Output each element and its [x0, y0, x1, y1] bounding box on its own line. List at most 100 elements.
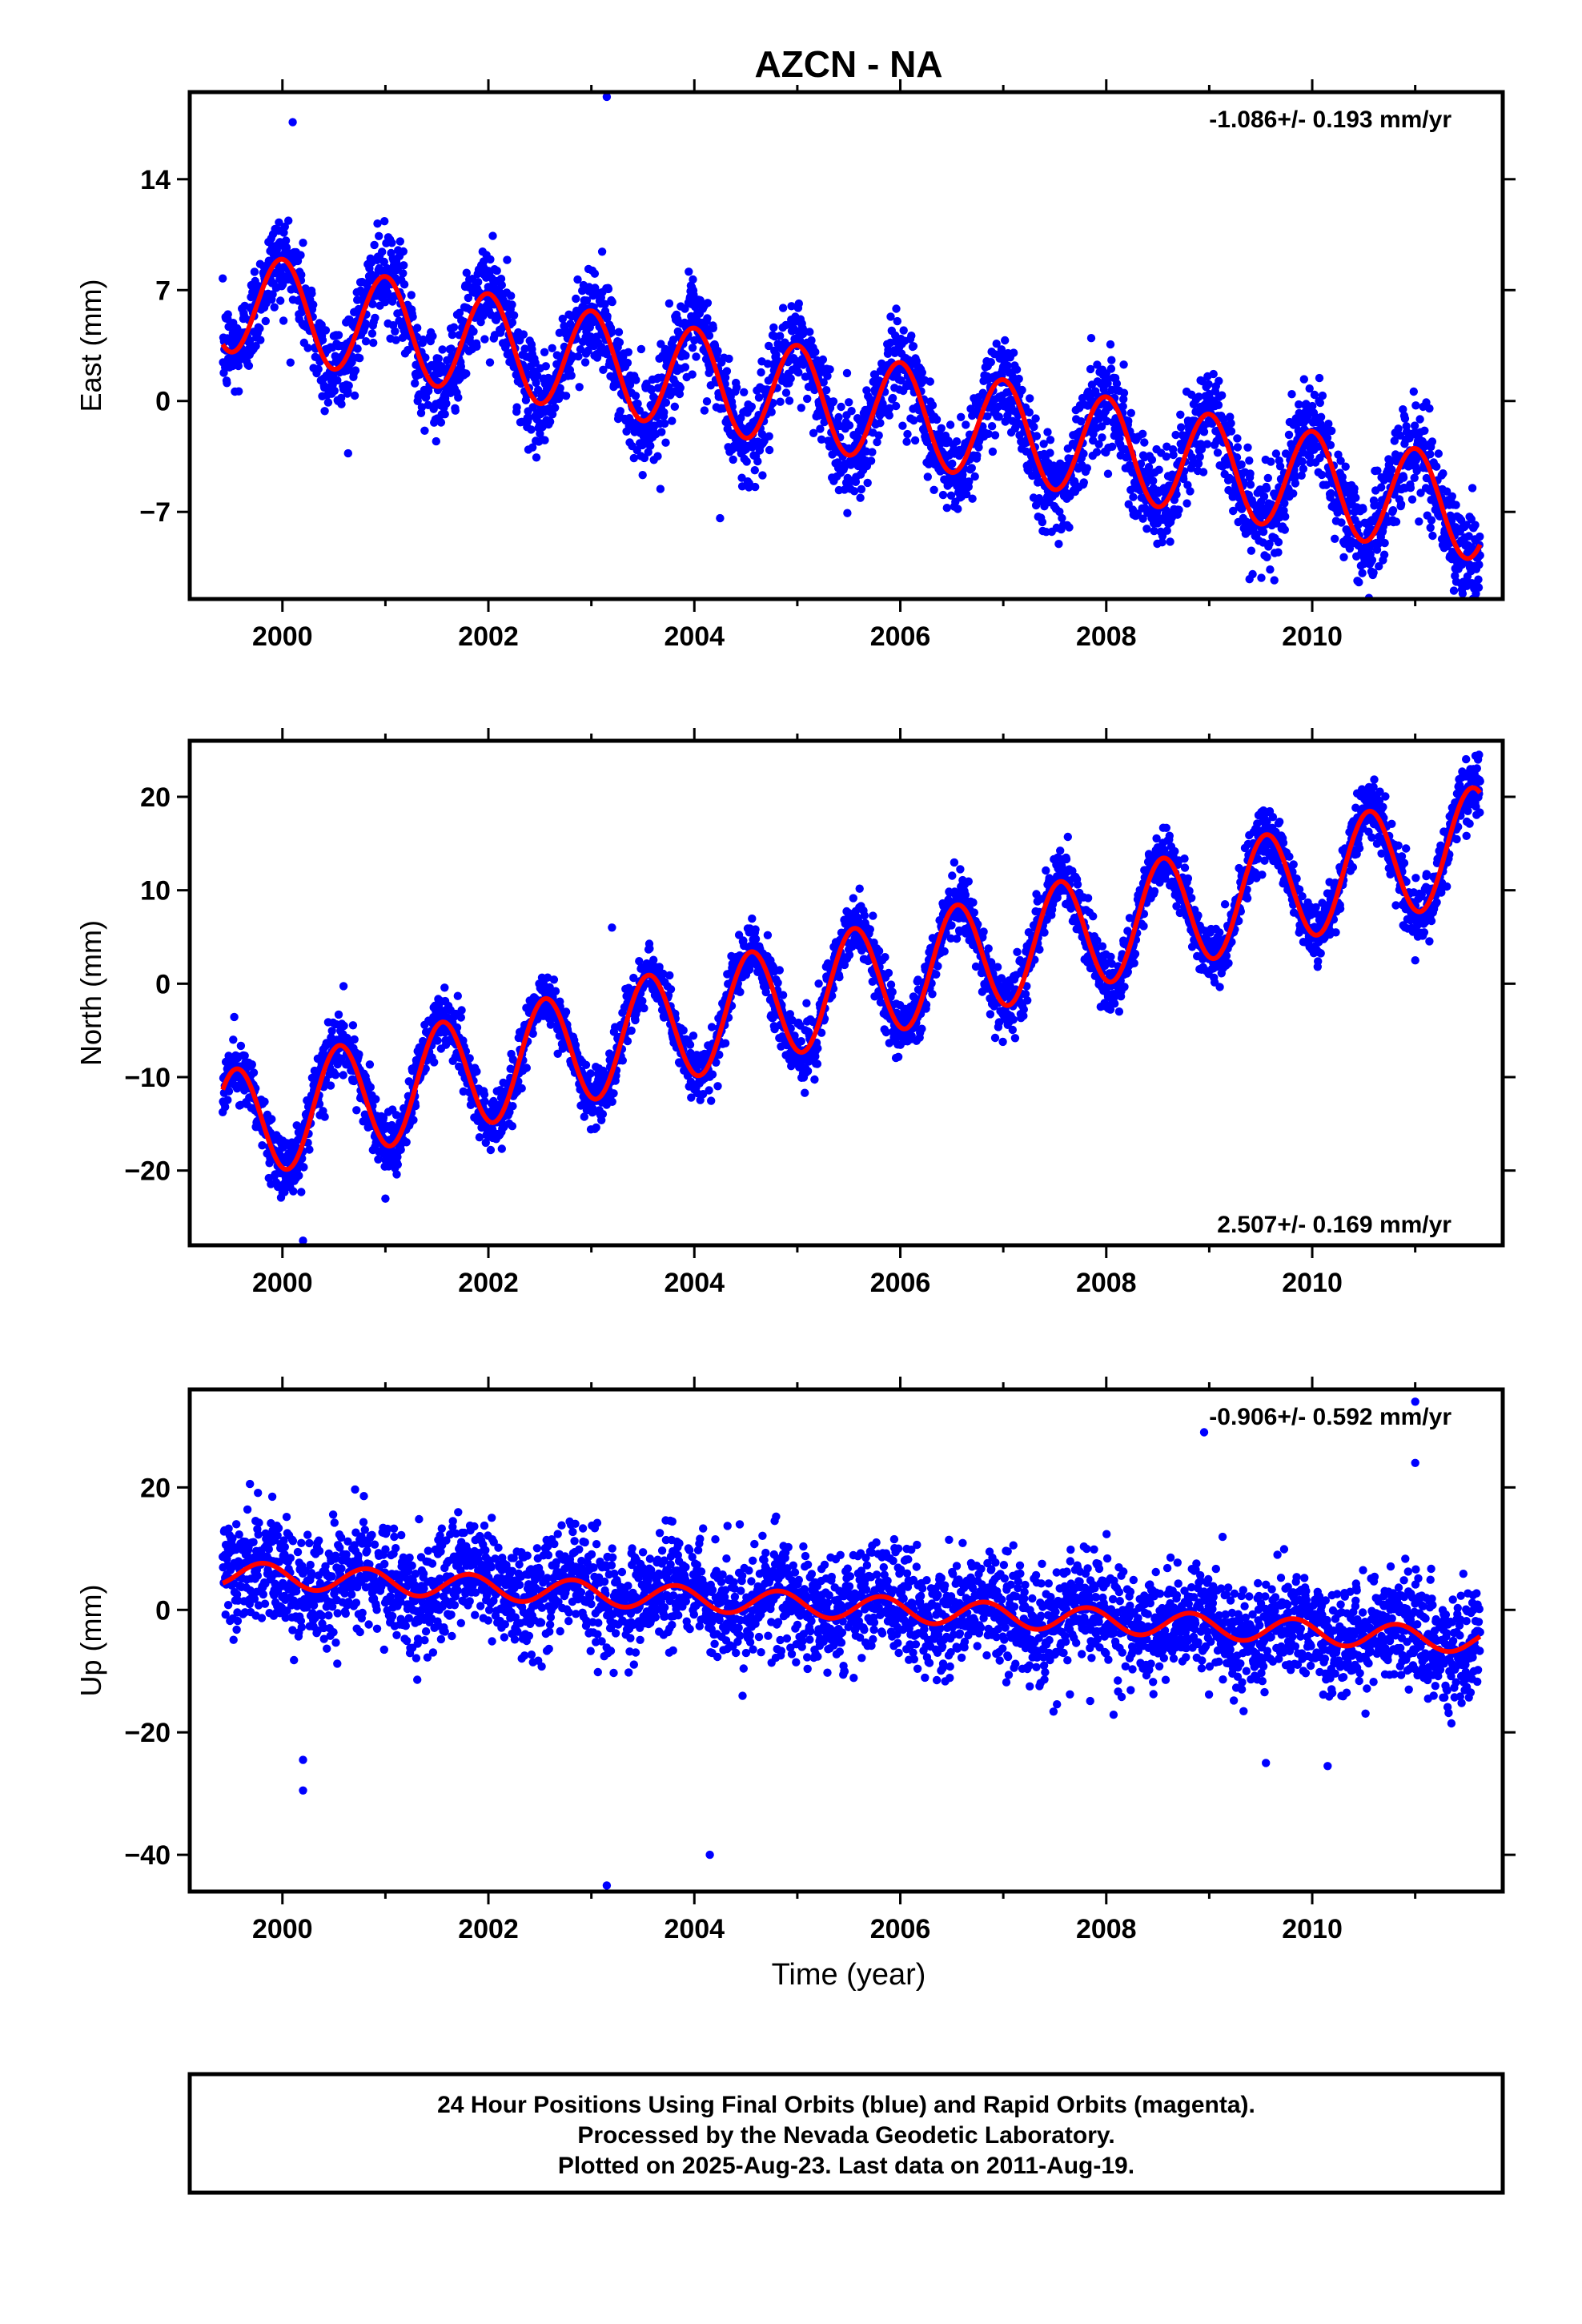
east-data-point [1108, 442, 1117, 451]
east-data-point [462, 369, 471, 378]
east-data-point [892, 304, 901, 313]
east-data-point [434, 354, 443, 363]
east-data-point [928, 400, 938, 410]
east-data-point [1305, 384, 1314, 393]
east-data-point [603, 312, 612, 321]
east-data-point [1323, 433, 1332, 442]
east-data-point [1399, 473, 1408, 482]
east-data-point [1154, 465, 1163, 474]
east-data-point [396, 237, 404, 246]
east-data-point [256, 336, 265, 344]
east-data-point [992, 340, 1001, 348]
east-data-point [917, 368, 927, 377]
east-data-point [1359, 505, 1367, 514]
east-data-point [1331, 534, 1339, 543]
east-data-point [320, 407, 329, 416]
east-data-point [615, 338, 624, 347]
north-data-point [665, 971, 674, 980]
east-data-point [1355, 577, 1363, 587]
east-data-point [1086, 364, 1095, 374]
east-data-point [567, 371, 576, 380]
east-data-point [819, 378, 828, 387]
east-data-point [614, 328, 624, 336]
east-data-point [688, 370, 697, 379]
east-data-point [767, 408, 776, 416]
east-data-point [1369, 568, 1378, 577]
east-data-point [923, 472, 933, 481]
east-data-point [776, 332, 785, 340]
east-data-point [531, 358, 540, 368]
east-data-point [1439, 469, 1447, 478]
east-data-point [485, 358, 495, 367]
east-data-point [1326, 440, 1335, 449]
east-data-point [868, 448, 877, 456]
east-data-point [527, 425, 536, 434]
east-data-point [926, 377, 935, 386]
east-data-point [1274, 537, 1283, 547]
north-data-point [486, 1145, 496, 1155]
east-data-point [1471, 521, 1480, 529]
east-data-point [1055, 507, 1064, 517]
east-data-point [1387, 465, 1396, 474]
east-data-point [1232, 453, 1242, 462]
east-data-point [1171, 430, 1180, 440]
north-data-point [334, 1010, 343, 1019]
east-data-point [350, 391, 359, 400]
east-data-point [551, 404, 560, 412]
east-data-point [1317, 470, 1327, 480]
north-data-point [393, 1160, 402, 1169]
east-data-point [361, 337, 371, 346]
east-model-curve [220, 256, 1483, 561]
east-data-point [600, 300, 609, 308]
east-data-point [884, 345, 893, 355]
east-data-point [721, 373, 730, 382]
east-data-point [1474, 575, 1483, 584]
north-data-point [640, 1003, 648, 1013]
east-data-point [849, 487, 859, 496]
east-data-point [1410, 473, 1419, 482]
east-data-point [270, 303, 279, 312]
east-data-point [624, 348, 632, 356]
east-data-point [1203, 440, 1212, 448]
east-data-point [661, 438, 670, 447]
east-data-point [703, 314, 712, 323]
east-data-point [303, 344, 312, 352]
east-data-point [750, 466, 759, 475]
east-data-point [545, 417, 555, 426]
east-data-point [1394, 424, 1403, 433]
east-data-point [825, 365, 834, 374]
east-data-point [1126, 408, 1136, 417]
east-data-point [1396, 500, 1406, 509]
east-data-point [713, 347, 722, 356]
east-data-point [1281, 449, 1291, 458]
east-data-point [729, 455, 737, 464]
east-data-point [486, 255, 495, 264]
east-x-tick-label: 2000 [252, 621, 313, 652]
east-data-point [1118, 402, 1127, 411]
east-data-point [524, 413, 533, 422]
east-data-point [590, 269, 600, 278]
east-data-point [1350, 484, 1359, 493]
north-data-point [430, 1058, 439, 1067]
east-data-point [1420, 426, 1429, 435]
east-data-point [1142, 525, 1151, 533]
east-data-point [946, 420, 955, 429]
north-data-point [666, 985, 676, 994]
east-data-point [608, 328, 616, 336]
north-data-point [260, 1097, 269, 1106]
east-data-point [898, 421, 907, 430]
east-data-point [1287, 390, 1296, 399]
east-data-point [548, 410, 557, 419]
east-data-point [1474, 583, 1484, 592]
east-data-point [909, 342, 918, 351]
east-data-point [1410, 421, 1419, 430]
east-data-point [811, 348, 820, 356]
east-data-point [1038, 517, 1047, 527]
east-data-point [807, 336, 816, 345]
east-data-point [384, 266, 393, 275]
east-data-point [1358, 569, 1367, 577]
east-data-point [379, 257, 388, 267]
east-data-point [638, 471, 647, 480]
east-data-point [1409, 387, 1419, 396]
east-data-point [636, 344, 646, 354]
